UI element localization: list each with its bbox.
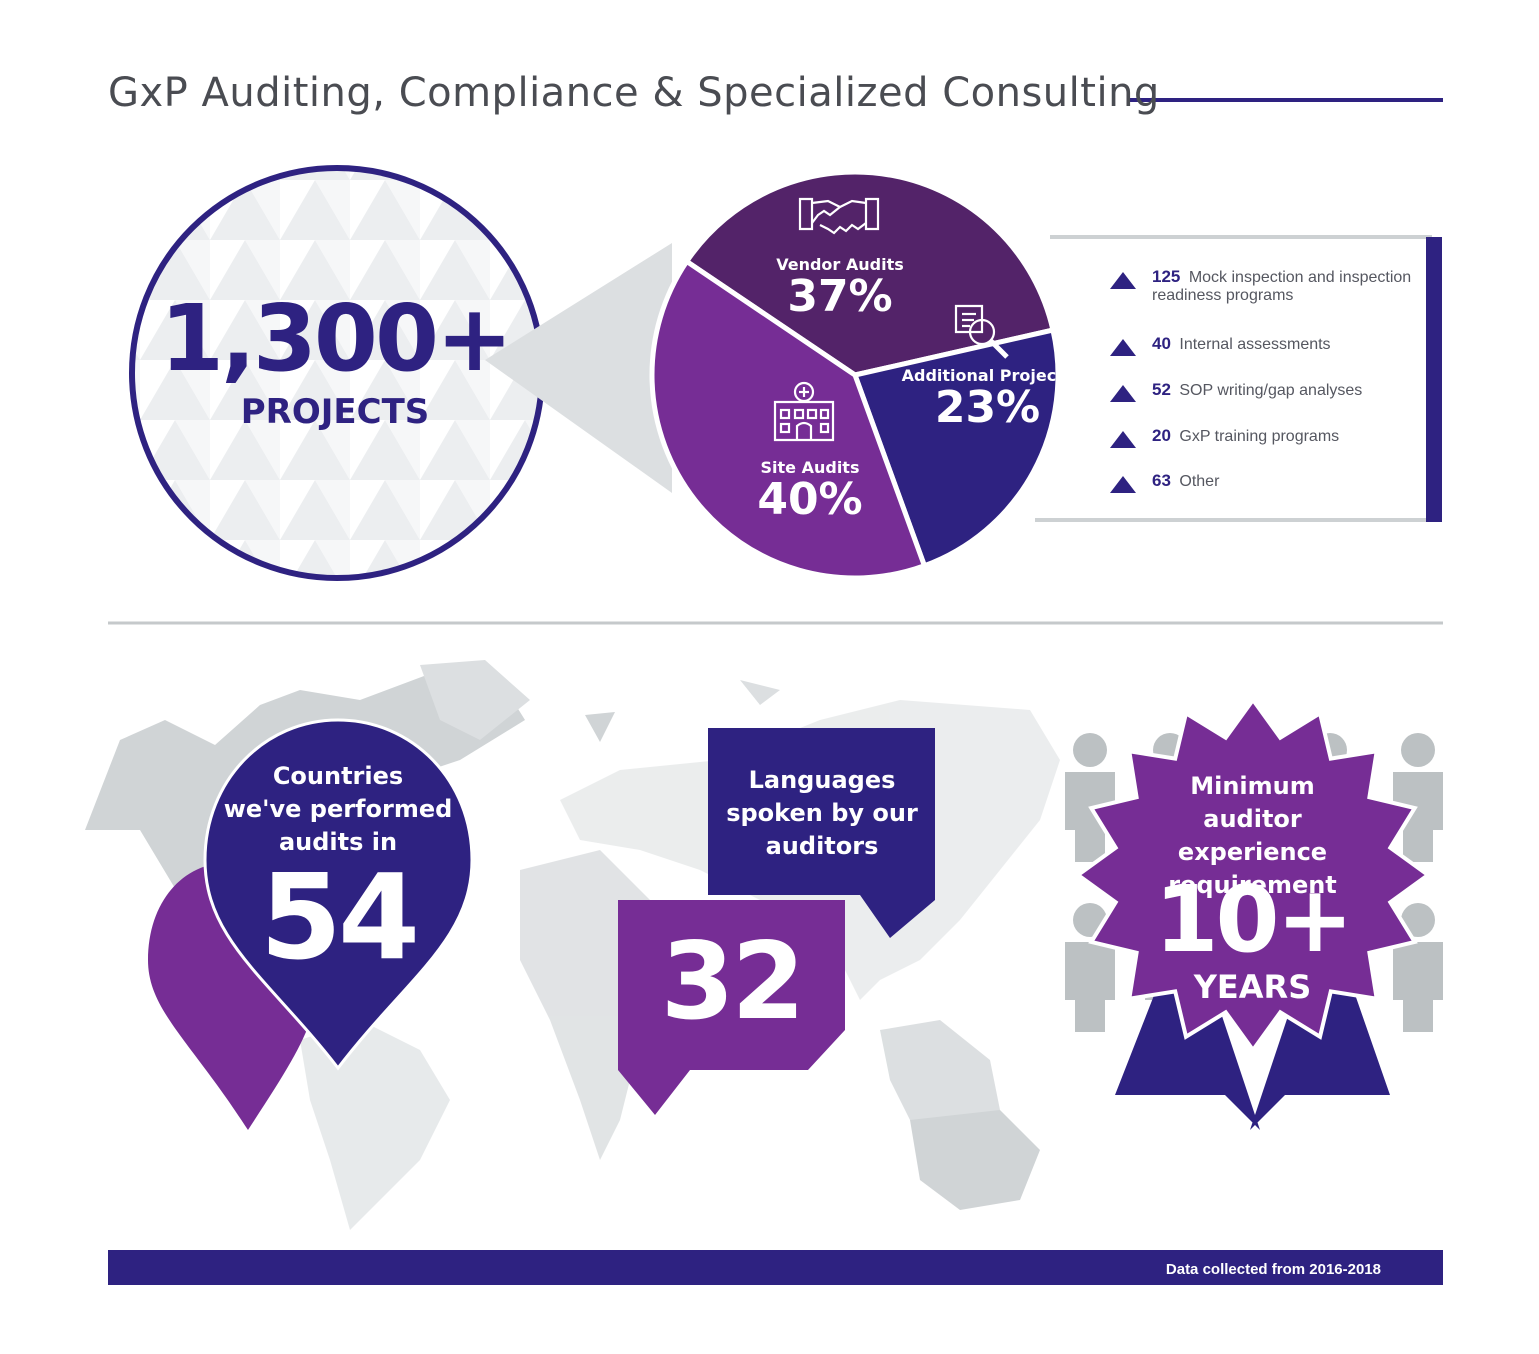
languages-label: Languages spoken by our auditors — [708, 764, 936, 863]
additional-breakdown-list: 125 Mock inspection and inspection readi… — [1110, 268, 1430, 513]
label-line: auditors — [765, 832, 879, 860]
speech-bubble-front — [618, 900, 845, 1115]
hospital-icon — [773, 381, 835, 442]
pie-chart — [649, 169, 1061, 581]
slice-value: 23% — [934, 382, 1041, 433]
list-item: 63 Other — [1110, 471, 1430, 493]
list-item: 52 SOP writing/gap analyses — [1110, 380, 1430, 402]
person-icon — [1393, 733, 1443, 862]
footer-bar — [108, 1250, 1443, 1285]
item-text: Internal assessments — [1179, 336, 1331, 353]
triangle-bullet-icon — [1110, 272, 1136, 289]
triangle-bullet-icon — [1110, 476, 1136, 493]
slice-name: Site Audits — [760, 458, 860, 477]
item-count: 63 — [1152, 471, 1171, 490]
experience-value: 10+ — [1154, 866, 1353, 973]
list-item: 20 GxP training programs — [1110, 426, 1430, 448]
label-line: Minimum — [1190, 772, 1315, 800]
projects-label: PROJECTS — [240, 392, 430, 432]
document-search-icon — [954, 304, 1009, 359]
projects-total: 1,300+ — [159, 285, 513, 392]
list-item: 125 Mock inspection and inspection readi… — [1110, 268, 1430, 305]
item-count: 125 — [1152, 267, 1181, 286]
award-badge — [1074, 696, 1432, 1054]
ribbon-right — [1250, 980, 1390, 1130]
person-icon — [1065, 733, 1115, 862]
item-count: 20 — [1152, 426, 1171, 445]
additional-projects-label: Additional Projects 23% — [900, 366, 1075, 431]
pie-slice-site-audits — [649, 258, 928, 581]
experience-unit: YEARS — [1193, 968, 1312, 1006]
pie-slice-additional-projects — [851, 327, 1061, 569]
label-line: audits in — [278, 828, 398, 856]
item-text: GxP training programs — [1179, 428, 1340, 445]
site-audits-label: Site Audits 40% — [730, 458, 890, 523]
languages-value: 32 — [660, 920, 806, 1043]
page-title: GxP Auditing, Compliance & Specialized C… — [108, 70, 1160, 116]
item-text: SOP writing/gap analyses — [1179, 382, 1363, 399]
triangle-bullet-icon — [1110, 431, 1136, 448]
label-line: auditor experience — [1177, 805, 1328, 866]
item-text: Other — [1179, 473, 1220, 490]
person-icon — [1393, 903, 1443, 1032]
countries-value: 54 — [259, 848, 420, 986]
slice-value: 40% — [757, 474, 863, 525]
vendor-audits-label: Vendor Audits 37% — [760, 255, 920, 320]
pie-slice-vendor-audits — [683, 169, 1056, 378]
label-line: requirement — [1168, 871, 1337, 899]
slice-name: Additional Projects — [901, 366, 1074, 385]
speech-bubble-back — [708, 728, 935, 938]
list-item: 40 Internal assessments — [1110, 334, 1430, 356]
item-count: 40 — [1152, 334, 1171, 353]
ribbon-left — [1115, 980, 1260, 1130]
triangle-bullet-icon — [1110, 385, 1136, 402]
connector-shape — [485, 243, 672, 493]
item-text: Mock inspection and inspection readiness… — [1152, 269, 1412, 304]
pin-main — [203, 718, 474, 1071]
label-line: Languages — [748, 766, 896, 794]
item-count: 52 — [1152, 380, 1171, 399]
details-box-bar — [1426, 237, 1442, 522]
label-line: spoken by our — [726, 799, 918, 827]
experience-label: Minimum auditor experience requirement — [1130, 770, 1375, 902]
slice-value: 37% — [787, 271, 893, 322]
slice-name: Vendor Audits — [776, 255, 904, 274]
label-line: Countries — [272, 762, 404, 790]
footer-note: Data collected from 2016-2018 — [1165, 1261, 1381, 1278]
label-line: we've performed — [223, 795, 453, 823]
triangle-bullet-icon — [1110, 339, 1136, 356]
countries-label: Countries we've performed audits in — [218, 760, 458, 859]
handshake-icon — [798, 197, 880, 235]
